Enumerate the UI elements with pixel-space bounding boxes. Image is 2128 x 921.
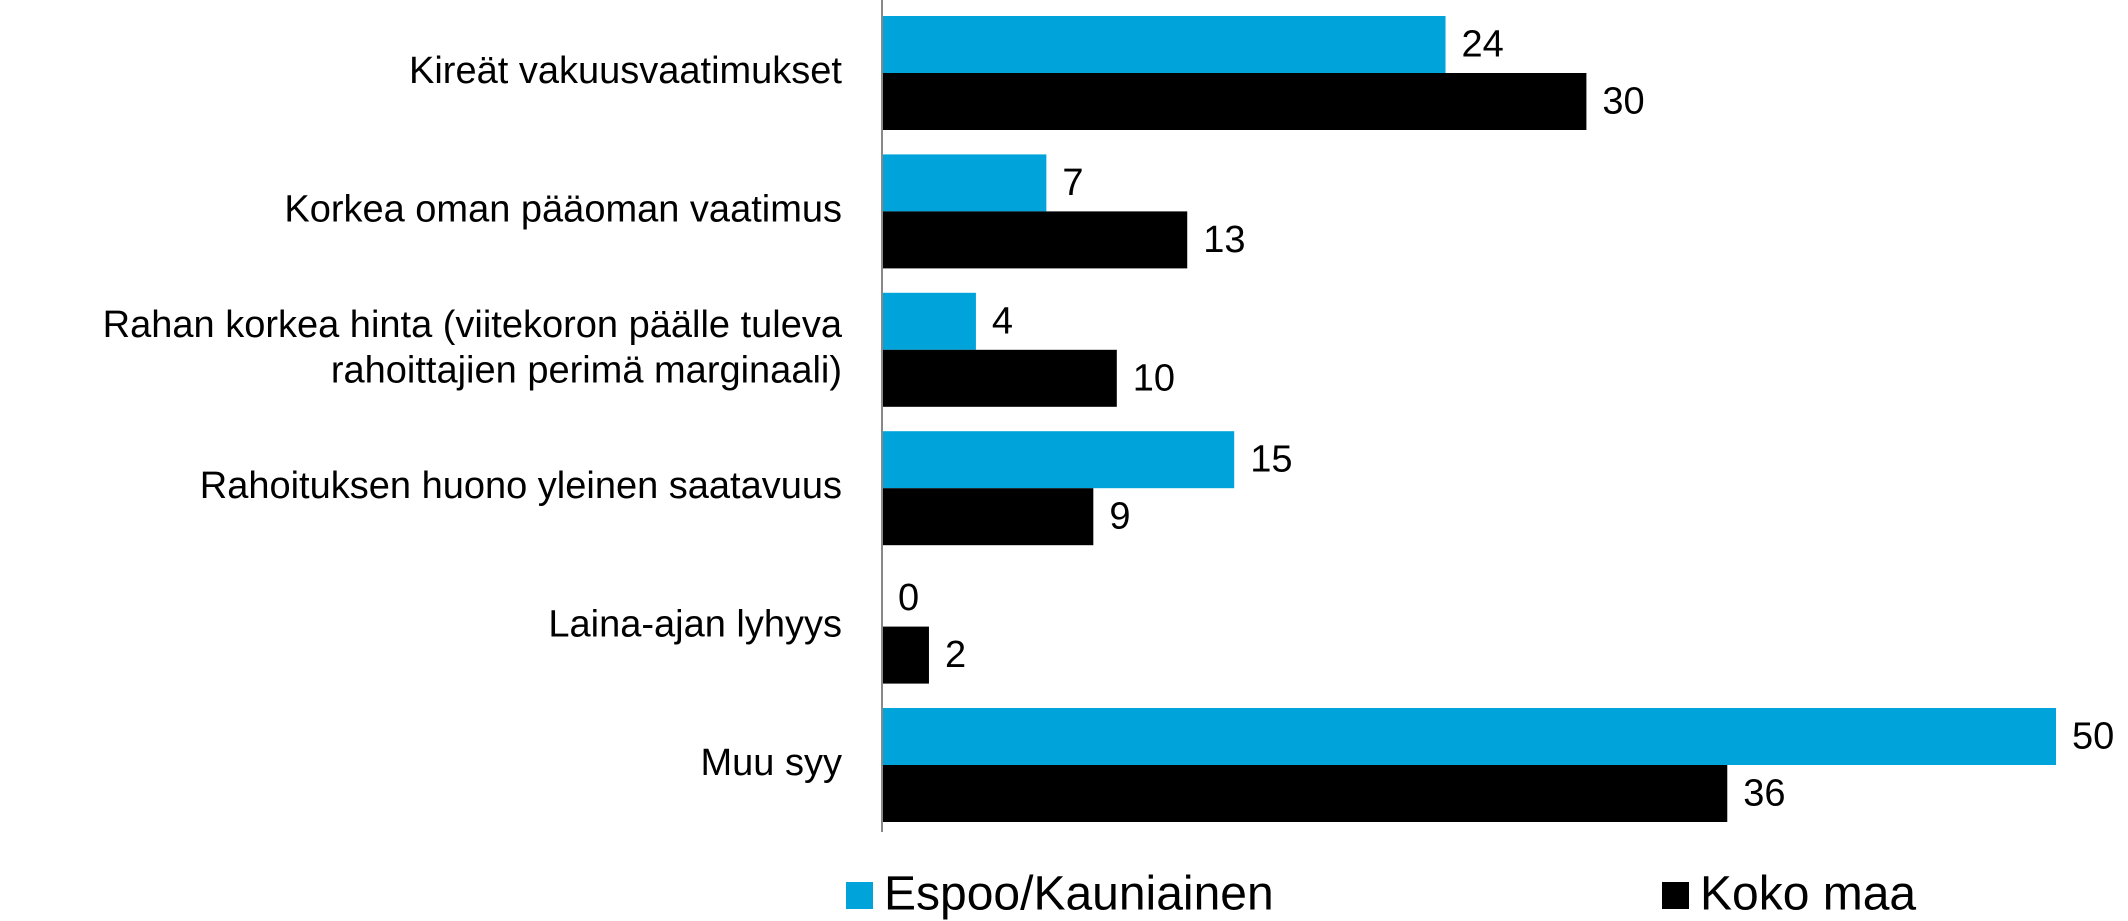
- value-label: 30: [1602, 81, 1644, 123]
- bar: [882, 431, 1235, 489]
- value-label: 24: [1462, 24, 1504, 66]
- bar: [882, 16, 1446, 73]
- bar: [882, 626, 929, 684]
- value-label: 7: [1062, 162, 1083, 204]
- bar: [882, 708, 2056, 765]
- bar: [882, 211, 1188, 269]
- category-label: Korkea oman pääoman vaatimus: [284, 188, 842, 230]
- bar: [882, 488, 1094, 546]
- legend-label: Espoo/Kauniainen: [884, 868, 1274, 921]
- value-label: 0: [898, 577, 919, 619]
- legend-label: Koko maa: [1700, 868, 1916, 921]
- value-label: 15: [1250, 439, 1292, 481]
- legend-swatch: [846, 882, 873, 909]
- value-label: 50: [2072, 716, 2114, 758]
- category-label: Rahan korkea hinta (viitekoron päälle tu…: [103, 304, 843, 392]
- value-label: 2: [945, 634, 966, 676]
- legend-swatch: [1662, 882, 1689, 909]
- bar: [882, 292, 976, 350]
- category-label: Laina-ajan lyhyys: [548, 604, 842, 646]
- value-label: 36: [1743, 773, 1785, 815]
- bar: [882, 765, 1728, 822]
- bar: [882, 73, 1587, 130]
- value-label: 4: [992, 300, 1013, 342]
- category-label: Kireät vakuusvaatimukset: [409, 50, 842, 92]
- bar: [882, 154, 1047, 212]
- value-label: 13: [1203, 219, 1245, 261]
- category-label: Rahoituksen huono yleinen saatavuus: [200, 465, 842, 507]
- value-label: 10: [1133, 357, 1175, 399]
- category-label: Muu syy: [701, 742, 842, 784]
- value-label: 9: [1109, 496, 1130, 538]
- bar: [882, 349, 1117, 407]
